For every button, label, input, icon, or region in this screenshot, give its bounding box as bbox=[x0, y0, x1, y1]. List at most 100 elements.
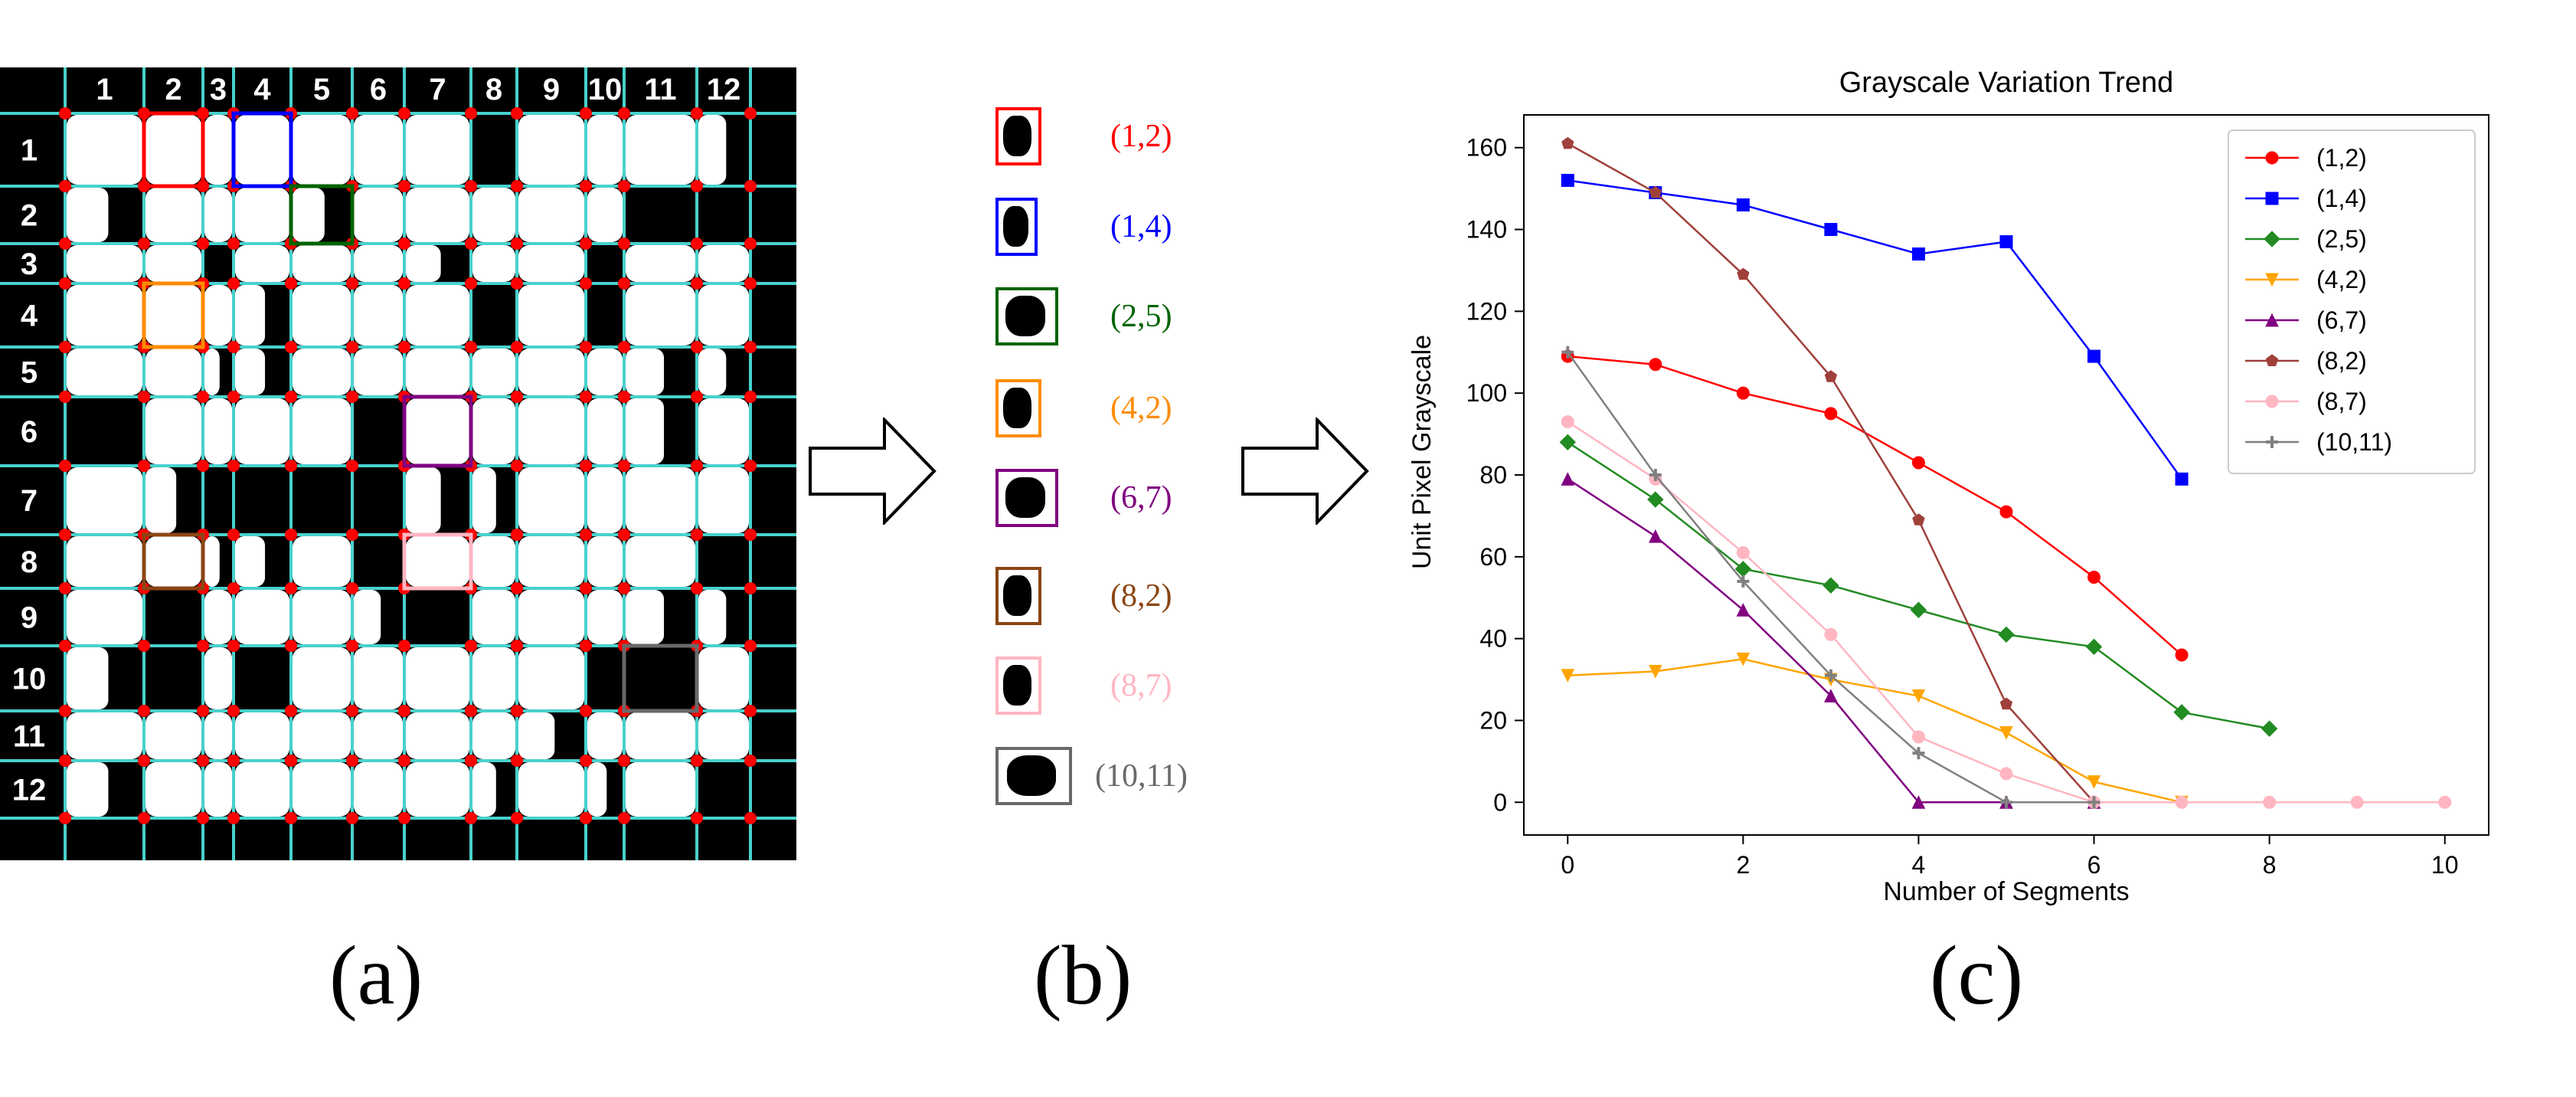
grid-cell-white bbox=[293, 285, 351, 345]
column-label: 1 bbox=[96, 73, 113, 106]
legend-item: (1,2) bbox=[2245, 144, 2367, 172]
grid-cell-partial bbox=[698, 349, 727, 395]
grid-dot bbox=[511, 277, 523, 290]
grid-cell-white bbox=[145, 285, 201, 345]
data-point bbox=[1910, 601, 1927, 618]
grid-cell-white bbox=[587, 188, 623, 242]
grid-dot bbox=[580, 277, 592, 290]
grid-dot bbox=[691, 812, 703, 824]
series-line bbox=[1568, 355, 2182, 656]
grid-cell-partial bbox=[626, 349, 665, 395]
grid-cell-white bbox=[354, 285, 403, 345]
y-tick-label: 160 bbox=[1466, 134, 1507, 162]
data-point bbox=[2175, 795, 2189, 809]
grid-dot bbox=[346, 460, 358, 472]
grid-cell-white bbox=[235, 762, 289, 817]
grid-cell-white bbox=[472, 712, 515, 759]
cell-blob bbox=[1002, 205, 1028, 247]
grid-cell-white bbox=[145, 349, 201, 395]
y-tick-label: 20 bbox=[1479, 706, 1507, 734]
grid-cell-white bbox=[145, 188, 201, 242]
grid-cell-white bbox=[518, 536, 584, 587]
row-label: 10 bbox=[12, 663, 47, 696]
data-point bbox=[1824, 370, 1838, 382]
grid-cell-white bbox=[698, 398, 749, 464]
grid-dot bbox=[398, 705, 410, 717]
data-point bbox=[1561, 136, 1574, 149]
grid-dot bbox=[744, 277, 757, 290]
grid-dot bbox=[618, 582, 630, 594]
grid-dot bbox=[138, 705, 150, 717]
data-point bbox=[2265, 192, 2279, 205]
grid-dot bbox=[227, 391, 240, 403]
grid-cell-white bbox=[518, 115, 584, 185]
grid-dot bbox=[197, 755, 209, 767]
cell-thumbnail bbox=[995, 287, 1058, 345]
data-point bbox=[1999, 725, 2013, 740]
grid-cell-white bbox=[626, 762, 695, 817]
data-point bbox=[2265, 354, 2279, 366]
grid-cell-partial bbox=[293, 188, 325, 242]
data-point bbox=[2265, 313, 2279, 327]
data-point bbox=[1911, 247, 1925, 261]
grid-cell-white bbox=[145, 115, 201, 185]
row-label: 3 bbox=[21, 247, 38, 281]
grid-dot bbox=[59, 812, 71, 824]
grid-cell-white bbox=[145, 398, 201, 464]
panel-a-caption: (a) bbox=[329, 928, 423, 1022]
data-point bbox=[1824, 627, 1838, 641]
data-point bbox=[2263, 795, 2277, 809]
grid-dot bbox=[618, 277, 630, 290]
data-point bbox=[1912, 747, 1925, 760]
legend-item: (10,11) bbox=[2245, 428, 2392, 456]
grid-dot bbox=[285, 640, 297, 652]
data-point bbox=[2087, 796, 2100, 809]
grid-cell-partial bbox=[698, 590, 727, 644]
data-point bbox=[2087, 775, 2101, 789]
legend-label: (6,7) bbox=[2316, 306, 2367, 334]
data-point bbox=[1561, 345, 1574, 359]
data-point bbox=[1912, 513, 1925, 526]
grid-dot bbox=[744, 107, 757, 120]
x-tick-label: 0 bbox=[1561, 851, 1574, 879]
grid-cell-white bbox=[145, 245, 201, 282]
grid-cell-white bbox=[698, 245, 749, 282]
cell-label: (8,7) bbox=[1110, 668, 1172, 703]
data-point bbox=[1911, 795, 1926, 809]
row-label: 11 bbox=[13, 720, 45, 754]
highlight-box bbox=[289, 184, 355, 246]
data-point bbox=[2175, 648, 2189, 662]
grid-dot bbox=[285, 705, 297, 717]
grid-cell-partial bbox=[406, 245, 441, 282]
grid-dot bbox=[511, 705, 523, 717]
data-point bbox=[1998, 626, 2015, 643]
series--8-7- bbox=[1561, 415, 2452, 809]
grid-dot bbox=[285, 755, 297, 767]
grid-cell-partial bbox=[235, 285, 266, 345]
grid-cell-partial bbox=[67, 188, 109, 242]
grid-dot bbox=[227, 237, 240, 250]
grid-cell-white bbox=[406, 115, 469, 185]
grid-dot bbox=[580, 237, 592, 250]
y-tick-label: 60 bbox=[1479, 543, 1507, 571]
grid-cell-partial bbox=[204, 349, 220, 395]
grid-cell-white bbox=[354, 188, 403, 242]
data-point bbox=[2085, 638, 2103, 656]
grid-dot bbox=[285, 341, 297, 353]
highlight-box bbox=[402, 532, 473, 591]
data-point bbox=[1561, 173, 1574, 187]
grid-cell-white bbox=[354, 762, 403, 817]
grid-cell-white bbox=[587, 536, 623, 587]
grid-dot bbox=[691, 107, 703, 120]
grid-cell-white bbox=[518, 349, 584, 395]
data-point bbox=[1824, 223, 1838, 237]
grid-dot bbox=[346, 277, 358, 290]
grid-dot bbox=[197, 812, 209, 824]
cell-blob bbox=[1003, 664, 1031, 706]
data-point bbox=[1736, 603, 1751, 617]
grid-cell-white bbox=[626, 536, 695, 587]
grid-dot bbox=[618, 391, 630, 403]
grid-cell-white bbox=[626, 245, 695, 282]
row-label: 1 bbox=[21, 134, 38, 168]
grid-dot bbox=[691, 180, 703, 192]
